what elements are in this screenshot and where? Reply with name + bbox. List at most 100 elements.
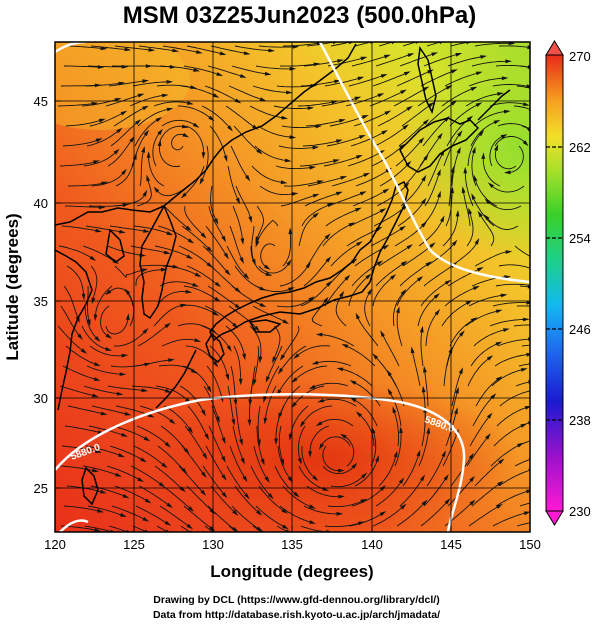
streamline-arrowhead bbox=[265, 376, 270, 383]
streamline bbox=[161, 119, 197, 127]
contour-5880-south bbox=[55, 392, 466, 532]
streamline-arrowhead bbox=[357, 76, 365, 81]
streamline bbox=[231, 505, 260, 530]
streamline-arrowhead bbox=[194, 338, 202, 342]
streamline-arrowhead bbox=[348, 222, 356, 227]
streamline-arrowhead bbox=[93, 362, 101, 367]
streamline bbox=[353, 399, 378, 427]
streamline-arrowhead bbox=[423, 154, 429, 161]
streamline-arrowhead bbox=[423, 119, 430, 125]
streamline bbox=[249, 105, 285, 119]
streamline-arrowhead bbox=[124, 288, 131, 295]
streamline bbox=[443, 350, 452, 387]
streamline-arrowhead bbox=[377, 93, 385, 98]
streamline-arrowhead bbox=[119, 229, 126, 234]
streamline-arrowhead bbox=[158, 482, 166, 488]
colorbar-tick-label: 254 bbox=[569, 231, 591, 246]
streamline bbox=[283, 42, 320, 47]
streamline-arrowhead bbox=[98, 205, 106, 210]
streamline-arrowhead bbox=[166, 80, 174, 84]
streamline-arrowhead bbox=[433, 293, 440, 299]
streamline bbox=[138, 45, 176, 52]
streamline bbox=[205, 225, 228, 257]
streamline bbox=[256, 205, 264, 240]
streamline-arrowhead bbox=[367, 288, 373, 295]
streamline bbox=[303, 60, 341, 67]
streamline-arrowhead bbox=[400, 260, 408, 267]
streamline-arrowhead bbox=[387, 388, 393, 395]
streamline bbox=[417, 86, 450, 107]
streamline bbox=[392, 291, 405, 327]
streamline bbox=[260, 243, 276, 268]
streamline-arrowhead bbox=[278, 367, 284, 375]
streamline-arrowhead bbox=[219, 51, 227, 56]
streamline bbox=[133, 445, 165, 467]
streamline bbox=[444, 72, 479, 87]
streamline bbox=[489, 135, 505, 167]
streamline-arrowhead bbox=[169, 418, 176, 425]
streamline bbox=[252, 85, 289, 93]
streamline-arrowhead bbox=[251, 258, 256, 266]
streamline-arrowhead bbox=[478, 130, 485, 137]
streamline-arrowhead bbox=[469, 475, 475, 483]
streamline bbox=[442, 213, 459, 247]
streamline bbox=[63, 505, 101, 512]
streamline-arrowhead bbox=[247, 419, 252, 427]
streamline-arrowhead bbox=[282, 524, 289, 530]
streamline bbox=[507, 145, 524, 173]
streamline bbox=[87, 65, 125, 68]
streamline bbox=[278, 145, 316, 149]
streamline bbox=[349, 209, 384, 227]
streamline-arrowhead bbox=[420, 221, 427, 228]
streamline bbox=[364, 291, 371, 327]
streamline-arrowhead bbox=[289, 135, 297, 139]
streamline bbox=[388, 372, 405, 407]
streamline-arrowhead bbox=[440, 215, 445, 223]
streamline-arrowhead bbox=[473, 285, 480, 291]
streamline-arrowhead bbox=[100, 46, 108, 51]
streamline-arrowhead bbox=[163, 250, 171, 255]
streamline bbox=[84, 82, 122, 87]
streamline bbox=[394, 223, 425, 247]
streamline-arrowhead bbox=[121, 353, 129, 358]
streamline-arrowhead bbox=[148, 47, 156, 52]
streamline-arrowhead bbox=[91, 101, 99, 106]
streamline-arrowhead bbox=[93, 314, 98, 322]
streamline-arrowhead bbox=[528, 380, 530, 384]
streamline bbox=[159, 281, 196, 287]
streamline-arrowhead bbox=[517, 442, 524, 448]
streamline bbox=[521, 344, 530, 347]
streamline bbox=[375, 54, 411, 67]
streamline-arrowhead bbox=[476, 267, 484, 272]
y-tick-label: 40 bbox=[34, 196, 48, 211]
streamline bbox=[86, 129, 120, 147]
streamline-arrowhead bbox=[497, 92, 504, 96]
streamline bbox=[445, 411, 458, 447]
streamline-arrowhead bbox=[240, 238, 245, 245]
streamline bbox=[518, 363, 530, 367]
streamline bbox=[228, 85, 263, 101]
streamline bbox=[85, 445, 122, 457]
streamline-arrowhead bbox=[486, 412, 493, 419]
streamline-arrowhead bbox=[161, 93, 169, 98]
streamline-arrowhead bbox=[473, 174, 478, 182]
colorbar-tick-label: 230 bbox=[569, 504, 591, 519]
streamline-arrowhead bbox=[161, 462, 168, 469]
streamline bbox=[465, 93, 500, 107]
streamline-arrowhead bbox=[193, 68, 200, 72]
streamline-arrowhead bbox=[278, 412, 283, 420]
streamline bbox=[309, 425, 330, 454]
streamline bbox=[105, 317, 129, 335]
streamline bbox=[182, 365, 210, 390]
streamline-arrowhead bbox=[444, 279, 452, 285]
streamline-arrowhead bbox=[527, 421, 530, 425]
streamline bbox=[138, 485, 170, 506]
streamline bbox=[63, 285, 79, 320]
streamline-arrowhead bbox=[209, 526, 216, 532]
streamline-arrowhead bbox=[239, 439, 243, 446]
streamline bbox=[171, 133, 186, 151]
streamline-arrowhead bbox=[471, 146, 476, 154]
streamline bbox=[85, 225, 122, 233]
streamline-arrowhead bbox=[98, 118, 106, 123]
streamline-arrowhead bbox=[221, 437, 226, 445]
